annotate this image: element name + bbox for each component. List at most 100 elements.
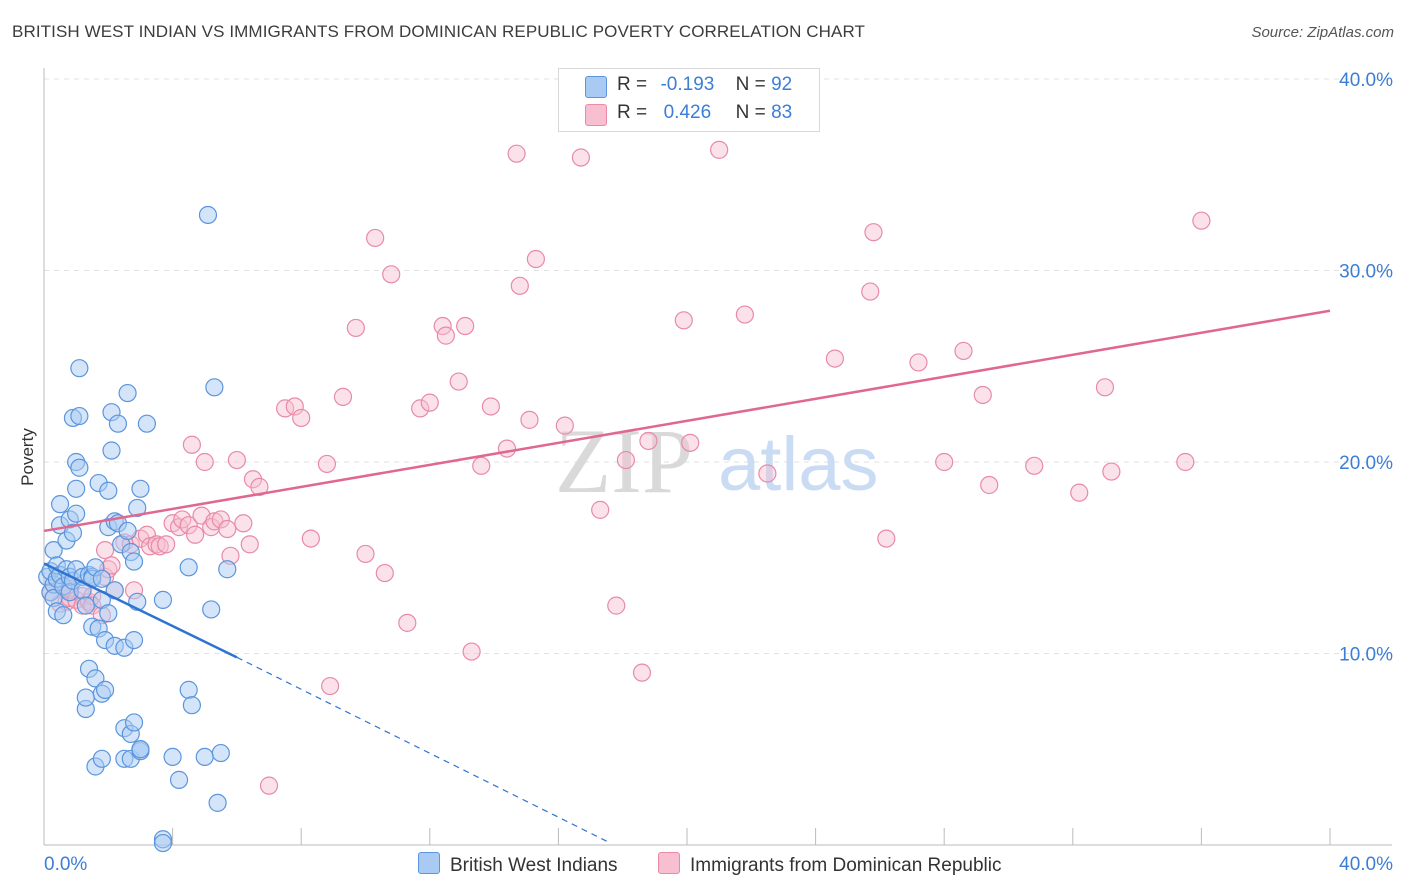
trend-lines xyxy=(43,309,1331,842)
pink-point xyxy=(526,249,545,269)
blue-point xyxy=(124,630,144,650)
blue-trend-extension xyxy=(236,656,607,842)
pink-point xyxy=(555,416,574,435)
pink-point xyxy=(1025,456,1044,475)
axes xyxy=(43,68,1392,846)
bottom-legend-blue: British West Indians xyxy=(418,852,618,877)
pink-point xyxy=(980,475,999,495)
pink-point xyxy=(674,311,693,330)
legend-r-value-blue: -0.193 xyxy=(660,74,715,95)
blue-point xyxy=(102,441,121,460)
pink-point xyxy=(259,776,279,795)
y-axis-label: Poverty xyxy=(18,428,37,486)
pink-point xyxy=(462,642,481,661)
blue-point xyxy=(208,793,227,812)
pink-point xyxy=(137,525,156,544)
blue-point xyxy=(169,770,189,789)
legend-r-value-pink: 0.426 xyxy=(663,102,712,123)
watermark-zip: ZIP xyxy=(555,410,693,512)
pink-point xyxy=(218,519,237,539)
pink-point xyxy=(398,613,417,632)
pink-point xyxy=(140,537,160,556)
pink-point xyxy=(227,450,246,470)
pink-point xyxy=(710,140,729,159)
y-tick-label: 20.0% xyxy=(1339,453,1393,474)
pink-point xyxy=(591,500,610,519)
pink-point xyxy=(321,676,340,696)
blue-point xyxy=(99,604,118,623)
watermark-atlas: atlas xyxy=(718,422,879,507)
pink-point xyxy=(877,529,896,548)
legend-n-value-blue: 92 xyxy=(771,74,793,95)
blue-point xyxy=(205,378,224,397)
legend-swatch-pink xyxy=(585,104,607,126)
pink-point xyxy=(366,228,385,248)
blue-point xyxy=(50,495,70,514)
y-tick-label: 10.0% xyxy=(1339,645,1393,666)
legend-row-blue: R = -0.193 N = 92 xyxy=(559,72,819,100)
pink-point xyxy=(639,431,658,451)
pink-point xyxy=(1070,483,1089,502)
pink-point xyxy=(195,452,214,472)
blue-point xyxy=(92,569,111,588)
legend-n-value-pink: 83 xyxy=(771,102,793,123)
pink-point xyxy=(1102,462,1121,481)
pink-point xyxy=(607,596,626,615)
blue-point xyxy=(163,747,182,767)
pink-point xyxy=(520,410,539,429)
blue-point xyxy=(124,713,144,732)
tick-labels: 10.0% 20.0% 30.0% 40.0% 0.0% 40.0% xyxy=(44,70,1393,875)
bottom-legend-label-pink: Immigrants from Dominican Republic xyxy=(690,855,1002,876)
pink-series-points xyxy=(41,140,1211,795)
pink-point xyxy=(420,393,439,412)
pink-point xyxy=(285,397,304,416)
pink-point xyxy=(864,223,883,242)
pink-point xyxy=(301,529,320,548)
blue-point xyxy=(67,479,86,498)
pink-point xyxy=(510,276,529,295)
chart-title: BRITISH WEST INDIAN VS IMMIGRANTS FROM D… xyxy=(12,22,866,41)
pink-point xyxy=(240,535,259,554)
blue-point xyxy=(179,680,198,699)
pink-point xyxy=(346,318,365,338)
blue-point xyxy=(153,833,173,853)
blue-point xyxy=(70,458,89,477)
pink-point xyxy=(632,663,652,682)
pink-point xyxy=(179,516,198,535)
blue-point xyxy=(131,479,150,498)
pink-point xyxy=(182,435,201,454)
pink-point xyxy=(825,349,844,368)
pink-point xyxy=(616,450,636,470)
blue-point xyxy=(202,600,221,619)
source-label: Source: ZipAtlas.com xyxy=(1251,24,1394,41)
blue-series-points xyxy=(38,205,237,853)
blue-point xyxy=(124,552,144,571)
blue-point xyxy=(76,688,95,707)
pink-point xyxy=(449,372,468,391)
blue-point xyxy=(153,590,173,609)
y-tick-label: 30.0% xyxy=(1339,262,1393,283)
blue-point xyxy=(118,383,137,403)
pink-point xyxy=(202,518,221,537)
pink-point xyxy=(456,316,475,336)
blue-point xyxy=(195,747,214,767)
pink-point xyxy=(1176,452,1195,472)
pink-point xyxy=(157,535,176,554)
blue-point xyxy=(118,521,137,541)
blue-point xyxy=(131,740,150,759)
pink-point xyxy=(317,454,337,474)
blue-point xyxy=(128,498,147,518)
bottom-legend-pink: Immigrants from Dominican Republic xyxy=(658,852,1002,877)
blue-point xyxy=(211,743,230,763)
blue-trend-line xyxy=(43,562,238,659)
pink-point xyxy=(292,408,311,428)
pink-point xyxy=(250,477,269,496)
pink-point xyxy=(375,563,394,583)
legend-n-label: N = xyxy=(735,74,766,95)
blue-point xyxy=(70,359,89,378)
pink-point xyxy=(333,387,353,406)
pink-point xyxy=(571,148,591,167)
blue-point xyxy=(92,749,111,768)
pink-point xyxy=(507,144,526,163)
pink-point xyxy=(497,439,517,458)
